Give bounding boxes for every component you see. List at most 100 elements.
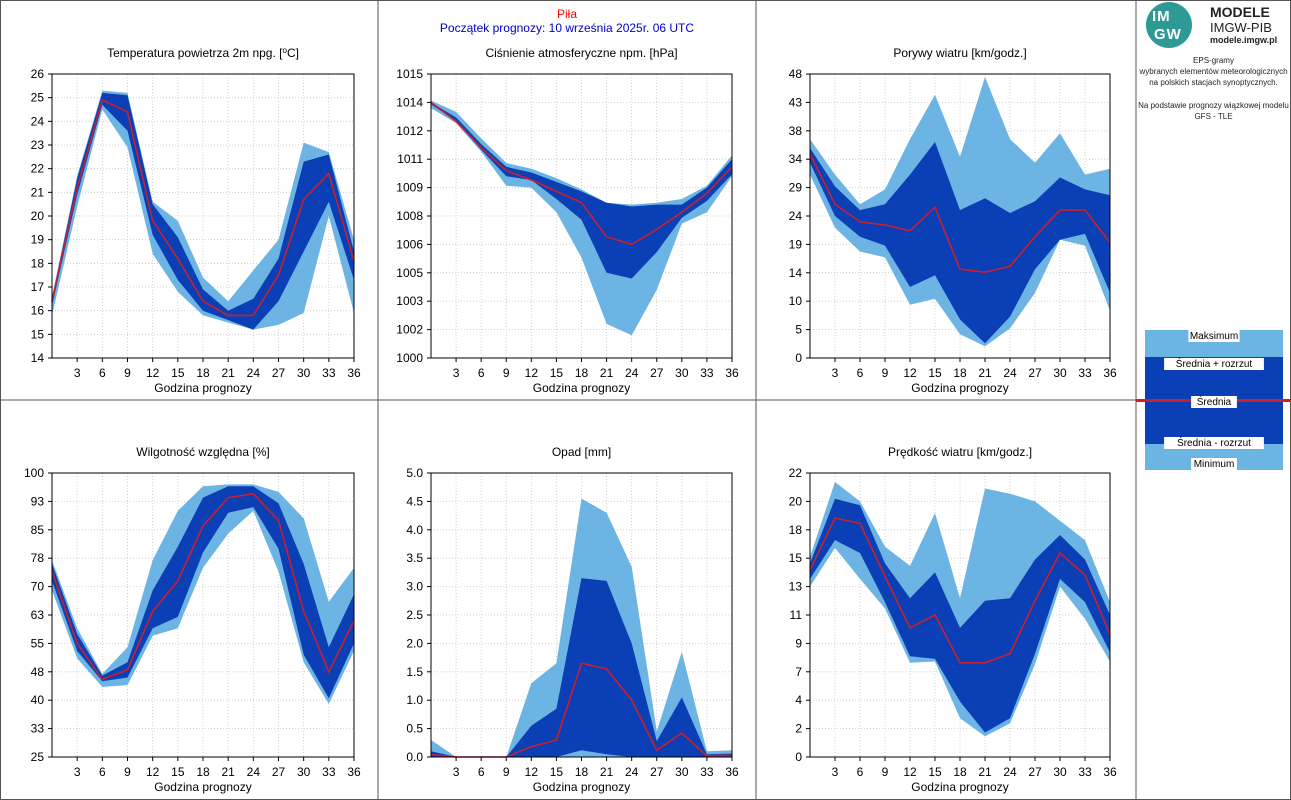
x-tick-label: 30 — [675, 366, 689, 380]
y-tick-label: 2.5 — [406, 608, 423, 622]
x-tick-label: 9 — [124, 366, 131, 380]
chart-panel: Temperatura powietrza 2m npg. [oC] 14 15 16… — [31, 46, 361, 396]
legend-min: Minimum — [1194, 459, 1235, 470]
x-tick-label: 3 — [453, 765, 460, 779]
y-tick-label: 29 — [789, 181, 803, 195]
x-tick-label: 33 — [700, 366, 714, 380]
chart-title: Ciśnienie atmosferyczne npm. [hPa] — [485, 46, 677, 60]
chart-title-degree: o — [282, 46, 287, 55]
legend-label-bg — [1191, 458, 1237, 470]
x-tick-label: 27 — [1028, 366, 1042, 380]
y-tick-label: 1008 — [396, 209, 423, 223]
y-tick-label: 1.0 — [406, 693, 423, 707]
y-tick-label: 14 — [31, 351, 45, 365]
x-tick-label: 24 — [247, 366, 261, 380]
x-axis-label: Godzina prognozy — [154, 780, 251, 794]
x-tick-label: 18 — [196, 366, 210, 380]
y-tick-label: 1011 — [397, 152, 423, 166]
x-tick-label: 9 — [503, 765, 510, 779]
logo-mark-top: IM — [1152, 8, 1171, 25]
x-tick-label: 6 — [857, 366, 864, 380]
chart-title: Temperatura powietrza 2m npg. [oC] — [107, 46, 299, 61]
x-tick-label: 27 — [272, 765, 286, 779]
y-tick-label: 1005 — [396, 266, 423, 280]
y-tick-label: 21 — [31, 185, 45, 199]
chart-title: Wilgotność względna [%] — [136, 445, 269, 459]
x-tick-label: 36 — [1103, 765, 1117, 779]
logo-url: modele.imgw.pl — [1210, 35, 1278, 45]
min-max-band — [810, 482, 1110, 737]
y-tick-label: 20 — [789, 494, 803, 508]
x-axis-label: Godzina prognozy — [911, 780, 1008, 794]
y-tick-label: 1009 — [396, 181, 423, 195]
y-tick-label: 19 — [31, 233, 45, 247]
y-tick-label: 70 — [31, 580, 45, 594]
imgw-logo-mark: IM GW — [1146, 2, 1192, 48]
legend: Maksimum Średnia + rozrzut Średnia Średnia … — [1136, 330, 1291, 470]
y-tick-label: 17 — [31, 280, 45, 294]
imgw-logo: IM GW MODELE IMGW-PIB modele.imgw.pl — [1146, 2, 1284, 48]
x-tick-label: 3 — [74, 765, 81, 779]
x-tick-label: 27 — [1028, 765, 1042, 779]
y-tick-label: 14 — [789, 266, 803, 280]
x-tick-label: 27 — [272, 366, 286, 380]
x-tick-label: 21 — [600, 765, 614, 779]
logo-title: MODELE — [1210, 4, 1270, 20]
x-tick-label: 21 — [221, 765, 235, 779]
x-tick-label: 15 — [928, 366, 942, 380]
x-tick-label: 27 — [650, 366, 664, 380]
x-tick-label: 6 — [857, 765, 864, 779]
y-tick-label: 100 — [24, 466, 44, 480]
mean-line — [809, 153, 1111, 274]
spread-band — [431, 102, 732, 279]
chart-panel: Porywy wiatru [km/godz.] 0 5 10 14 19 24 29 34 38… — [789, 46, 1117, 395]
y-tick-label: 25 — [31, 91, 45, 105]
y-tick-label: 0.0 — [406, 750, 423, 764]
logo-mark-bottom: GW — [1154, 26, 1182, 43]
x-tick-label: 15 — [928, 765, 942, 779]
x-tick-label: 30 — [297, 366, 311, 380]
y-tick-label: 16 — [31, 304, 45, 318]
x-tick-label: 9 — [882, 366, 889, 380]
y-tick-label: 7 — [795, 665, 802, 679]
y-tick-label: 1000 — [396, 351, 423, 365]
x-tick-label: 18 — [196, 765, 210, 779]
mean-line — [809, 517, 1111, 664]
y-tick-label: 0 — [795, 351, 802, 365]
y-tick-label: 48 — [789, 67, 803, 81]
y-tick-label: 93 — [31, 494, 45, 508]
spread-band — [52, 486, 354, 699]
y-tick-label: 5 — [795, 323, 802, 337]
x-tick-label: 15 — [171, 366, 185, 380]
x-tick-label: 30 — [1053, 366, 1067, 380]
x-axis-label: Godzina prognozy — [154, 381, 251, 395]
x-tick-label: 24 — [1003, 765, 1017, 779]
x-tick-label: 15 — [550, 366, 564, 380]
x-axis-label: Godzina prognozy — [911, 381, 1008, 395]
description-line-5: GFS - TLE — [1194, 112, 1233, 121]
logo-subtitle: IMGW-PIB — [1210, 20, 1272, 35]
x-tick-label: 24 — [625, 765, 639, 779]
y-tick-label: 1003 — [396, 294, 423, 308]
description-line-2: wybranych elementów meteorologicznych — [1139, 67, 1288, 76]
y-tick-label: 0 — [795, 750, 802, 764]
x-tick-label: 15 — [171, 765, 185, 779]
x-tick-label: 24 — [1003, 366, 1017, 380]
y-tick-label: 2 — [795, 722, 802, 736]
chart-title: Opad [mm] — [552, 445, 611, 459]
y-tick-label: 55 — [31, 636, 45, 650]
spread-band — [52, 92, 354, 330]
y-tick-label: 19 — [789, 237, 803, 251]
y-tick-label: 1.5 — [406, 665, 423, 679]
y-tick-label: 1006 — [396, 237, 423, 251]
legend-label-bg — [1191, 396, 1237, 408]
legend-label-bg — [1188, 330, 1240, 342]
x-tick-label: 33 — [322, 366, 336, 380]
x-tick-label: 21 — [600, 366, 614, 380]
x-tick-label: 24 — [247, 765, 261, 779]
description-line-1: EPS-gramy — [1193, 56, 1234, 65]
x-tick-label: 6 — [99, 366, 106, 380]
y-tick-label: 25 — [31, 750, 45, 764]
mean-line — [430, 101, 733, 246]
